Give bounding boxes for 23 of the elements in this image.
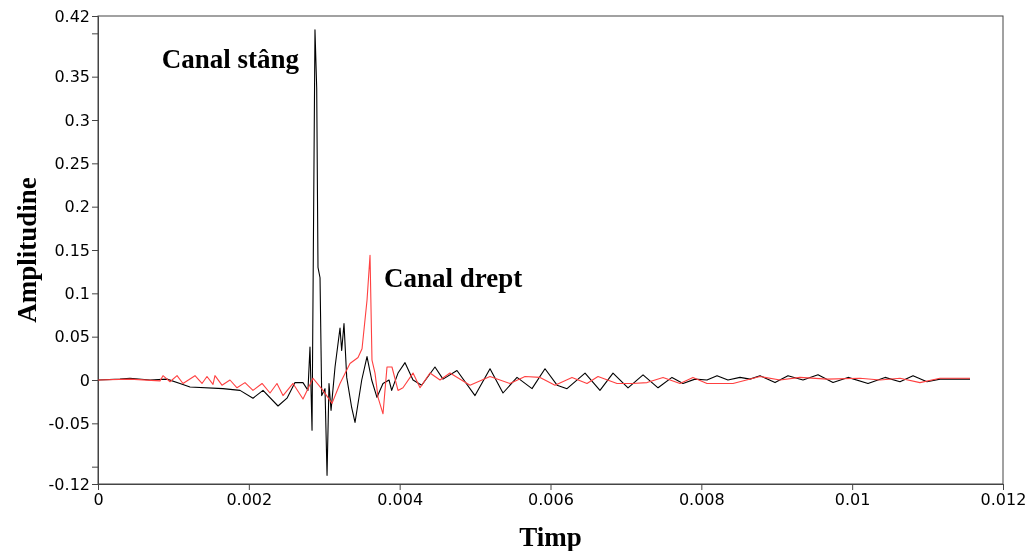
x-tick-label: 0.008 — [678, 490, 725, 510]
y-tick-label: 0.25 — [54, 153, 90, 173]
x-axis-title: Timp — [519, 522, 582, 551]
y-tick-label: 0.3 — [64, 110, 90, 130]
x-tick-label: 0 — [93, 490, 104, 510]
y-tick-label: -0.05 — [48, 413, 90, 433]
y-tick-label: 0.1 — [64, 283, 90, 303]
line-series — [97, 254, 971, 415]
y-tick-label: 0.2 — [64, 197, 90, 217]
y-axis-title: Amplitudine — [12, 177, 42, 323]
y-tick-label: -0.12 — [48, 474, 90, 494]
series-label: Canal drept — [384, 263, 523, 294]
x-tick-label: 0.002 — [226, 490, 273, 510]
series-label: Canal stâng — [161, 43, 300, 74]
y-tick-label: 0.15 — [54, 240, 90, 260]
y-tick-label: 0 — [79, 370, 90, 390]
y-tick-label: 0.05 — [54, 327, 90, 347]
y-tick-label: 0.42 — [54, 6, 90, 26]
x-tick-label: 0.012 — [980, 490, 1027, 510]
y-tick-label: 0.35 — [54, 67, 90, 87]
x-tick-label: 0.01 — [834, 490, 871, 510]
x-tick-label: 0.006 — [528, 490, 574, 510]
x-tick-label: 0.004 — [377, 490, 424, 510]
